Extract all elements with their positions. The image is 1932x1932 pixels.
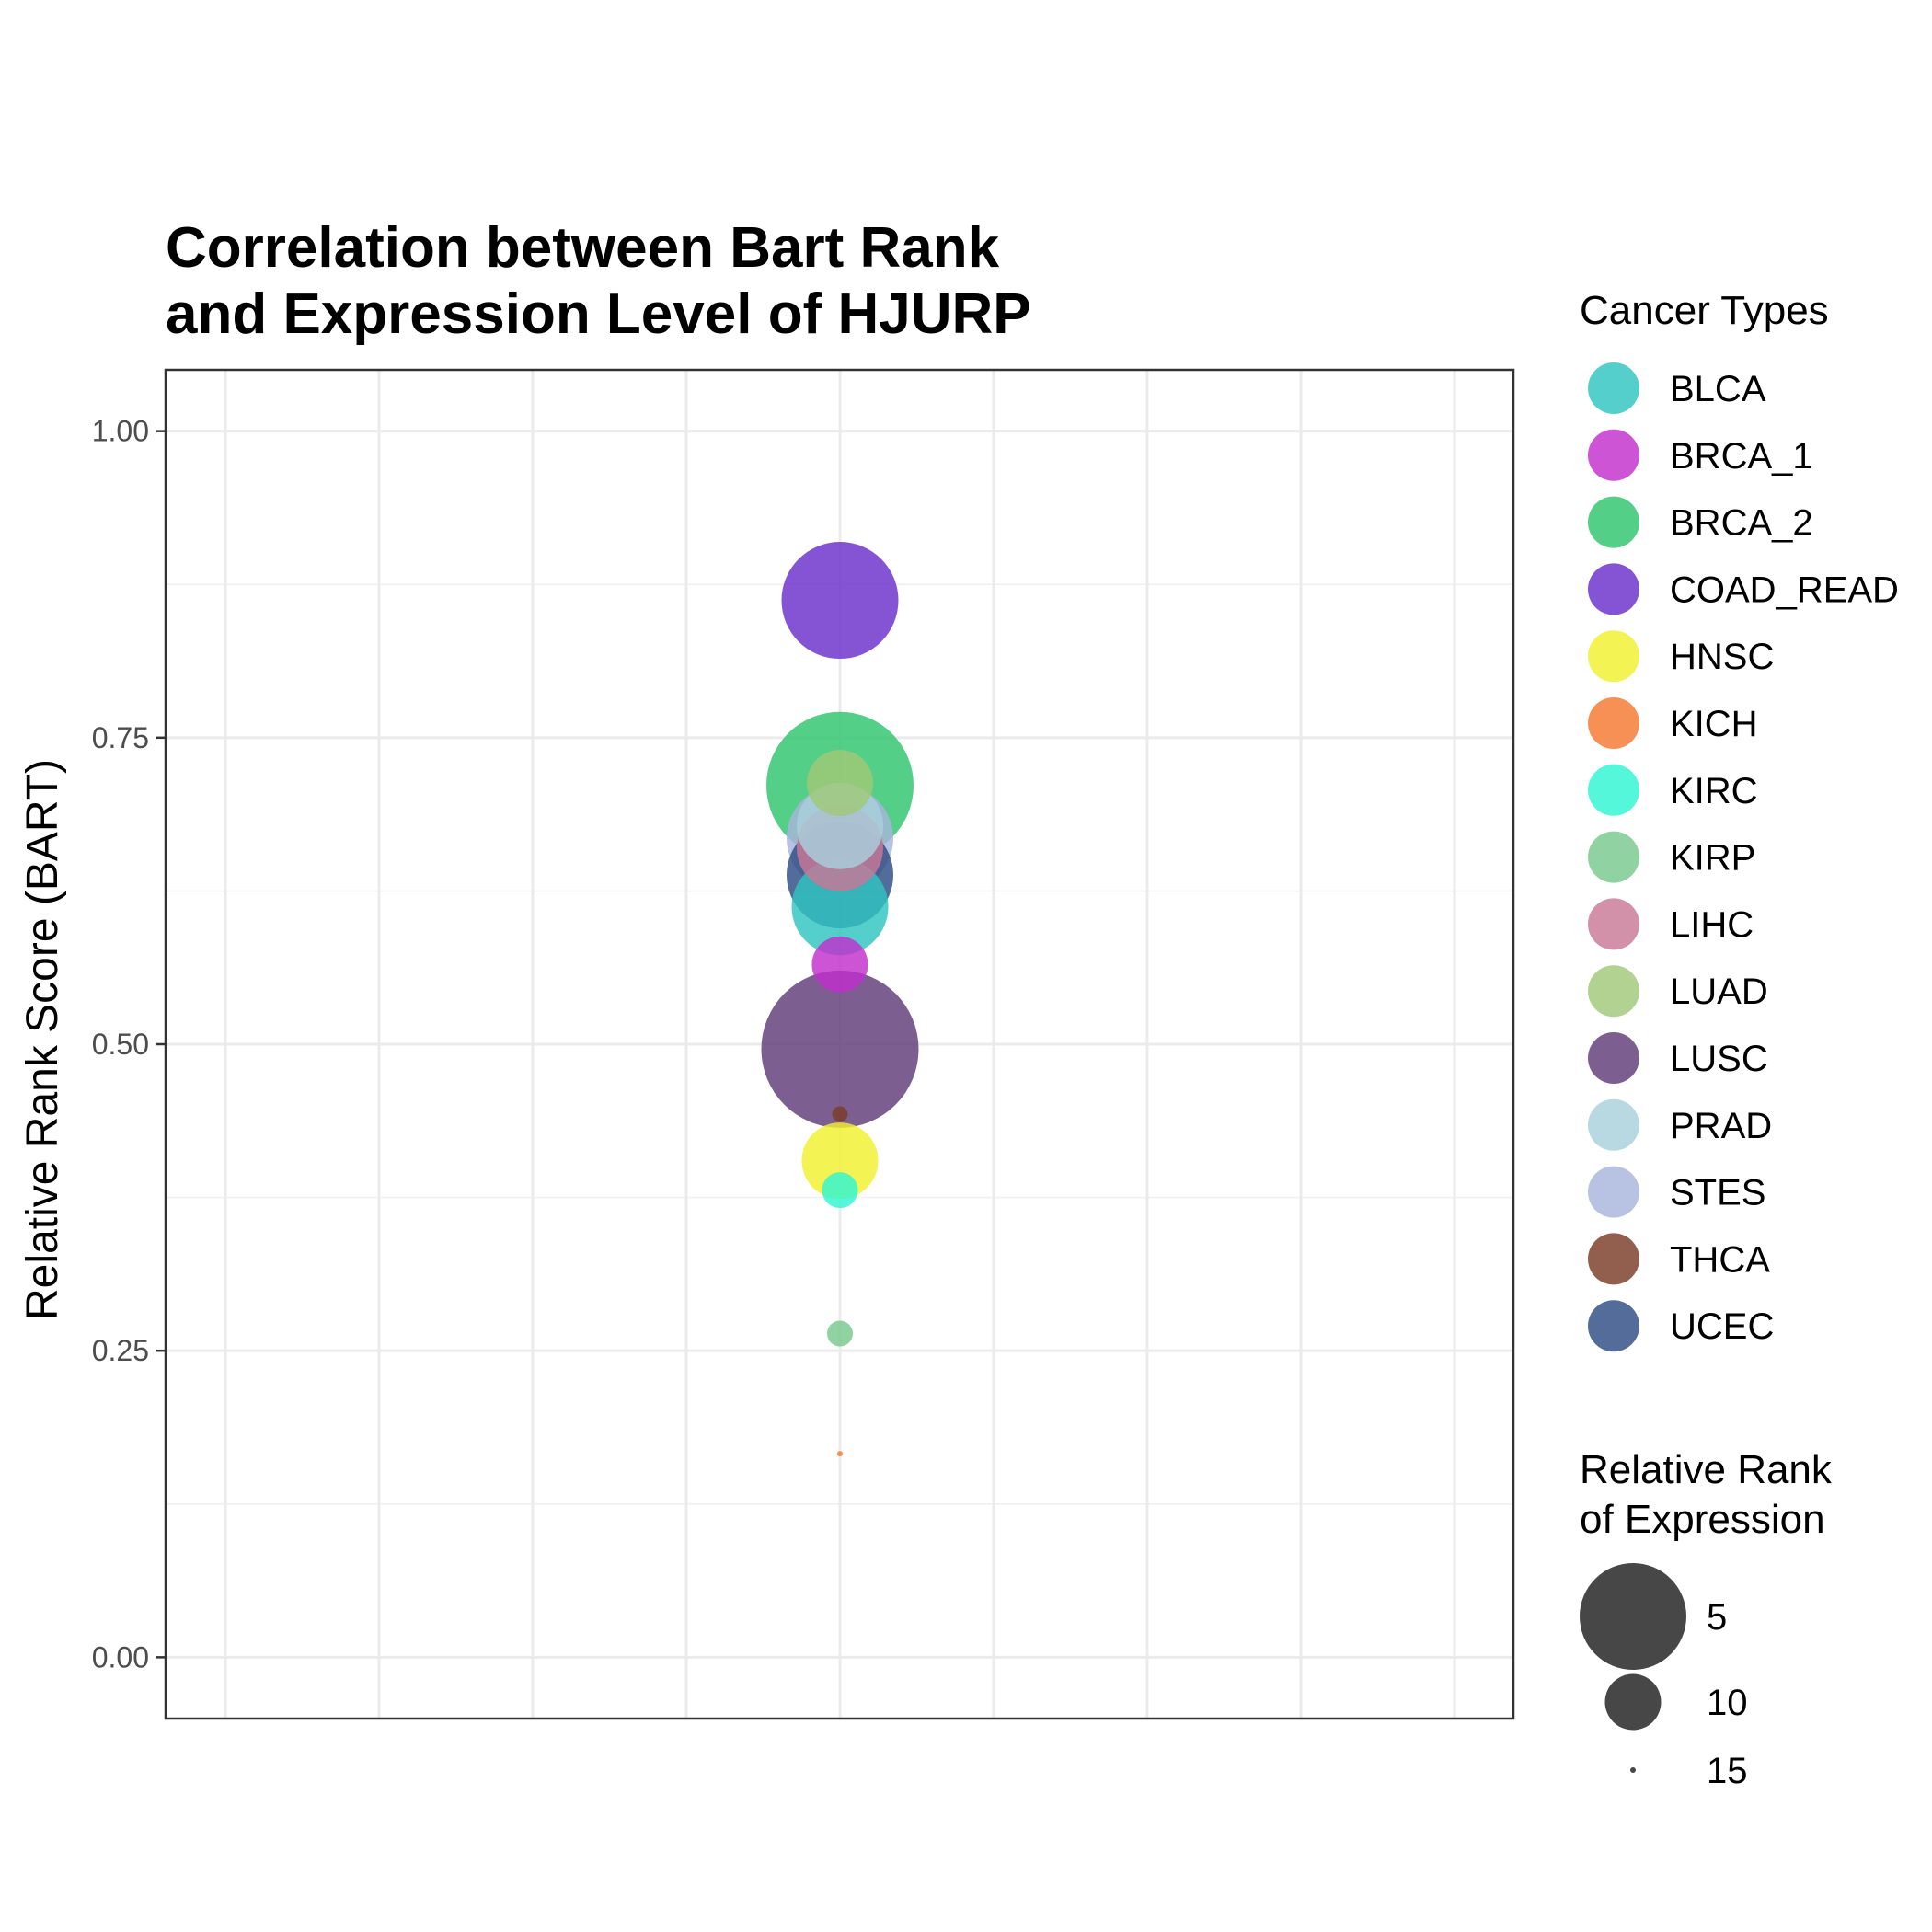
legend-key-lusc [1588,1032,1639,1084]
legend-key-brca_2 [1588,496,1639,548]
size-legend-label: 15 [1707,1751,1748,1791]
legend-label: KIRC [1670,771,1758,811]
data-point-brca_1 [811,936,868,993]
legend-key-thca [1588,1233,1639,1285]
legend-label: STES [1670,1173,1765,1213]
size-legend-title: Relative Rank [1580,1447,1833,1492]
legend-label: BLCA [1670,369,1766,409]
legend-label: LIHC [1670,904,1754,945]
color-legend-title: Cancer Types [1580,288,1829,333]
legend-key-brca_1 [1588,429,1639,481]
data-point-kirc [822,1172,858,1209]
legend-key-luad [1588,965,1639,1018]
legend-label: BRCA_1 [1670,436,1813,477]
legend-key-prad [1588,1098,1639,1151]
legend-key-hnsc [1588,630,1639,683]
legend-label: PRAD [1670,1106,1772,1146]
legend-label: LUSC [1670,1039,1768,1079]
y-tick-label: 0.50 [92,1028,149,1061]
size-legend-title: of Expression [1580,1497,1825,1542]
data-point-hnsc [801,1122,879,1200]
data-point-luad [807,750,873,817]
y-tick-label: 1.00 [92,415,149,448]
size-legend-key [1630,1767,1636,1773]
data-point-kich [837,1451,843,1457]
legend-key-kirp [1588,831,1639,883]
data-point-lusc [761,970,919,1128]
chart-title-line: and Expression Level of HJURP [166,282,1031,346]
data-points [761,542,919,1457]
size-legend-label: 5 [1707,1597,1727,1638]
size-legend: Relative Rank of Expression 5 10 15 [1580,1447,1833,1791]
legend-label: HNSC [1670,637,1774,677]
y-axis-title: Relative Rank Score (BART) [18,759,67,1320]
data-point-thca [832,1106,848,1122]
legend-key-blca [1588,362,1639,414]
size-legend-label: 10 [1707,1683,1748,1723]
legend-label: UCEC [1670,1306,1774,1347]
legend-label: THCA [1670,1239,1770,1280]
chart-title-line: Correlation between Bart Rank [166,216,1000,280]
legend-key-ucec [1588,1300,1639,1352]
y-axis: 0.00 0.25 0.50 0.75 1.00 [92,415,166,1673]
y-tick-label: 0.00 [92,1640,149,1673]
y-tick-label: 0.25 [92,1334,149,1367]
data-point-kirp [827,1320,853,1347]
legend-label: KICH [1670,704,1758,744]
legend-key-lihc [1588,898,1639,950]
legend-key-coad_read [1588,563,1639,615]
legend-label: LUAD [1670,972,1768,1012]
y-tick-label: 0.75 [92,721,149,754]
color-legend: Cancer Types BLCA BRCA_1 BRCA_2 COAD_READ HNS… [1580,288,1899,1352]
legend-label: BRCA_2 [1670,503,1813,544]
data-point-coad_read [781,542,899,660]
size-legend-key [1580,1563,1686,1670]
legend-key-kirc [1588,764,1639,816]
size-legend-key [1604,1673,1662,1731]
legend-key-stes [1588,1166,1639,1218]
legend-label: COAD_READ [1670,569,1899,610]
legend-key-kich [1588,697,1639,749]
legend-label: KIRP [1670,838,1755,879]
